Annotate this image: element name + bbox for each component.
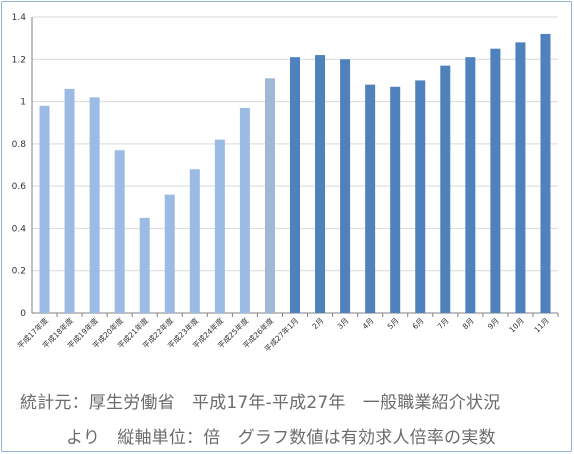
y-tick-label: 0.8 [12,140,27,150]
bar [515,42,526,313]
bar [214,139,225,313]
y-tick-label: 0.4 [12,224,27,234]
bar [465,57,476,313]
bar [164,194,175,313]
caption-line-1: 統計元：厚生労働省 平成17年-平成27年 一般職業紹介状況 [20,393,501,413]
bar [340,59,351,314]
bar [139,217,150,313]
x-tick-label: 10月 [507,316,525,334]
x-tick-label: 11月 [532,316,550,334]
y-tick-label: 0 [20,309,26,319]
bar [490,48,501,313]
y-tick-label: 0.2 [12,267,26,277]
bar [39,105,50,313]
caption-line-2: より 縦軸単位：倍 グラフ数値は有効求人倍率の実数 [66,428,496,448]
bar [64,88,75,313]
y-tick-label: 1 [20,98,26,108]
x-tick-label: 6月 [411,316,426,331]
y-tick-label: 0.6 [12,182,27,192]
bar [390,86,401,314]
y-tick-label: 1.2 [12,55,26,65]
bar [315,55,326,314]
bar [540,33,551,314]
bar-chart: 00.20.40.60.811.21.4平成17年度平成18年度平成19年度平成… [12,13,559,354]
x-tick-label: 5月 [386,316,401,331]
bar [365,84,376,314]
bar [89,97,100,313]
x-tick-label: 8月 [461,316,476,331]
bar [189,169,200,313]
x-tick-label: 3月 [335,316,350,331]
x-tick-label: 2月 [310,316,325,331]
bar [264,78,275,313]
x-tick-label: 9月 [486,316,501,331]
bar [290,57,300,313]
x-tick-label: 4月 [361,316,376,331]
y-tick-label: 1.4 [12,13,27,23]
x-tick-label: 7月 [436,316,451,331]
bar [415,80,426,313]
bar [440,65,451,313]
bar [114,150,125,313]
bar [239,107,250,314]
